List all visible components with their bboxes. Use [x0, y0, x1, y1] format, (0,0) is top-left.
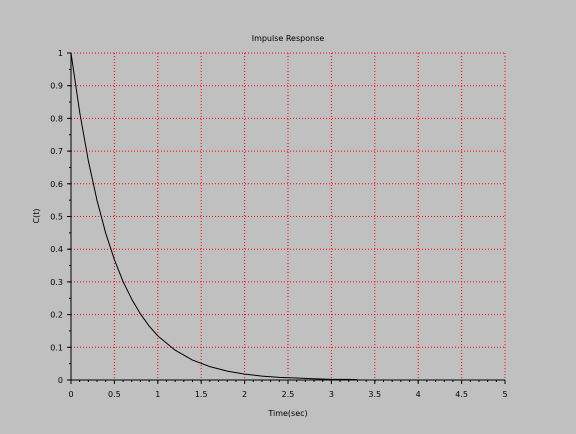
y-tick-label: 0.5: [50, 213, 63, 222]
x-tick-label: 0: [68, 390, 73, 399]
x-tick-label: 5: [502, 390, 507, 399]
x-tick-label: 2: [242, 390, 247, 399]
x-axis-label: Time(sec): [267, 409, 307, 418]
chart-title: Impulse Response: [252, 34, 325, 43]
ticks-layer: 0 0.5 1 1.5 2 2.5 3 3.5 4 4.5 5 0 0.1 0.2 0.3 0.4 0.5 0.6…: [50, 49, 507, 399]
y-tick-label: 0.4: [50, 245, 63, 254]
series-layer: [70, 52, 358, 381]
y-tick-label: 0.6: [50, 180, 63, 189]
x-tick-label: 3.5: [368, 390, 381, 399]
x-tick-label: 3: [329, 390, 334, 399]
y-tick-label: 0.8: [50, 114, 63, 123]
x-tick-label: 4.5: [455, 390, 468, 399]
y-tick-label: 0.2: [50, 311, 63, 320]
y-tick-label: 0.1: [50, 343, 63, 352]
y-tick-label: 1: [58, 49, 63, 58]
grid-layer: [71, 52, 506, 380]
x-tick-label: 0.5: [108, 390, 121, 399]
y-tick-label: 0.3: [50, 278, 63, 287]
x-tick-label: 2.5: [282, 390, 295, 399]
x-tick-label: 4: [416, 390, 421, 399]
y-tick-label: 0.7: [50, 147, 63, 156]
x-tick-label: 1: [155, 390, 160, 399]
x-tick-label: 1.5: [195, 390, 208, 399]
y-axis-label: C(t): [32, 209, 41, 224]
y-tick-label: 0: [58, 376, 63, 385]
y-tick-label: 0.9: [50, 82, 63, 91]
response-curve: [70, 52, 358, 381]
